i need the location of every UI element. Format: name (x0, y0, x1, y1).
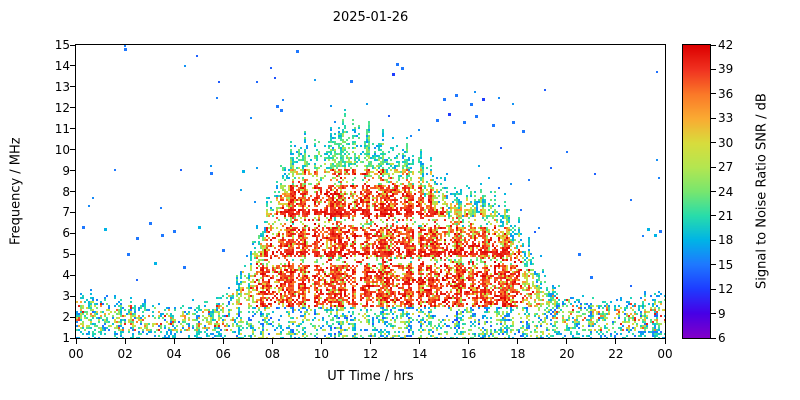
y-tick-label: 12 (54, 100, 70, 115)
colorbar-tick (711, 288, 716, 290)
colorbar-tick (711, 142, 716, 144)
colorbar-tick-label: 18 (718, 233, 734, 248)
y-tick-label: 1 (62, 331, 70, 345)
y-tick (70, 337, 75, 339)
y-tick (70, 170, 75, 172)
y-tick-label: 6 (62, 226, 70, 241)
colorbar-tick (711, 191, 716, 192)
x-tick (615, 339, 617, 344)
y-tick (70, 191, 75, 192)
y-tick (70, 149, 75, 151)
colorbar-tick (711, 264, 716, 266)
colorbar-tick-label: 27 (718, 160, 734, 175)
colorbar-tick-label: 30 (718, 135, 734, 150)
x-tick-label: 16 (461, 347, 477, 361)
x-tick (566, 339, 568, 344)
x-tick-label: 08 (264, 347, 280, 361)
colorbar-tick (711, 215, 716, 217)
x-tick (517, 339, 519, 344)
colorbar-tick (711, 313, 716, 315)
y-tick (70, 86, 75, 88)
x-tick-label: 00 (657, 347, 673, 361)
colorbar-tick-label: 21 (718, 208, 734, 223)
colorbar-tick (711, 117, 716, 119)
colorbar-tick-label: 36 (718, 86, 734, 101)
colorbar-tick (711, 239, 716, 241)
y-tick-label: 3 (62, 289, 70, 304)
x-tick-label: 22 (608, 347, 624, 361)
snr-heatmap-canvas (76, 45, 665, 338)
y-axis-label: Frequency / MHz (8, 137, 24, 246)
y-tick-label: 4 (62, 268, 70, 283)
colorbar-canvas (683, 45, 710, 338)
x-tick-label: 00 (68, 347, 84, 361)
x-tick-label: 18 (510, 347, 526, 361)
colorbar-tick-label: 39 (718, 62, 734, 77)
x-tick (222, 339, 224, 344)
x-tick (320, 339, 322, 344)
x-tick (271, 339, 273, 344)
colorbar-tick (711, 44, 716, 46)
x-tick (664, 339, 666, 344)
y-tick-label: 5 (62, 247, 70, 262)
y-tick (70, 44, 75, 46)
y-tick-label: 9 (62, 163, 70, 178)
x-tick-label: 20 (559, 347, 575, 361)
colorbar-tick-label: 12 (718, 282, 734, 297)
y-tick-label: 8 (62, 184, 70, 199)
colorbar-tick (711, 93, 716, 95)
y-tick (70, 295, 75, 297)
x-tick (468, 339, 470, 344)
colorbar-tick-label: 33 (718, 111, 734, 126)
x-tick (173, 339, 175, 344)
y-tick-label: 15 (54, 38, 70, 52)
y-tick (70, 107, 75, 109)
x-tick-label: 14 (411, 347, 428, 361)
y-tick (70, 65, 75, 67)
y-tick-label: 2 (62, 310, 70, 325)
y-tick (70, 211, 75, 213)
x-tick-label: 02 (117, 347, 133, 361)
x-tick-label: 04 (166, 347, 182, 361)
x-tick-label: 10 (313, 347, 330, 361)
colorbar-tick (711, 68, 716, 70)
colorbar-tick-label: 15 (718, 257, 734, 272)
x-tick-label: 06 (215, 347, 231, 361)
chart-title: 2025-01-26 (332, 10, 409, 25)
y-tick-label: 7 (62, 205, 70, 220)
colorbar-tick-label: 6 (718, 331, 726, 345)
y-tick (70, 128, 75, 130)
x-tick (75, 339, 77, 344)
y-tick-label: 11 (54, 121, 70, 136)
y-tick (70, 253, 75, 255)
x-tick (419, 339, 421, 344)
colorbar-tick (711, 337, 716, 339)
y-tick (70, 232, 75, 234)
y-tick (70, 316, 75, 318)
colorbar-tick-label: 42 (718, 38, 734, 52)
colorbar-tick-label: 9 (718, 306, 726, 321)
y-tick-label: 14 (54, 58, 70, 73)
y-tick (70, 274, 75, 276)
y-tick-label: 13 (54, 79, 70, 94)
x-tick (124, 339, 126, 344)
x-tick (370, 339, 371, 344)
colorbar-label: Signal to Noise Ratio SNR / dB (754, 93, 770, 290)
colorbar-tick-label: 24 (718, 184, 734, 199)
x-tick-label: 12 (362, 347, 379, 361)
x-axis-label: UT Time / hrs (327, 369, 414, 384)
colorbar-tick (711, 166, 716, 168)
y-tick-label: 10 (54, 142, 70, 157)
